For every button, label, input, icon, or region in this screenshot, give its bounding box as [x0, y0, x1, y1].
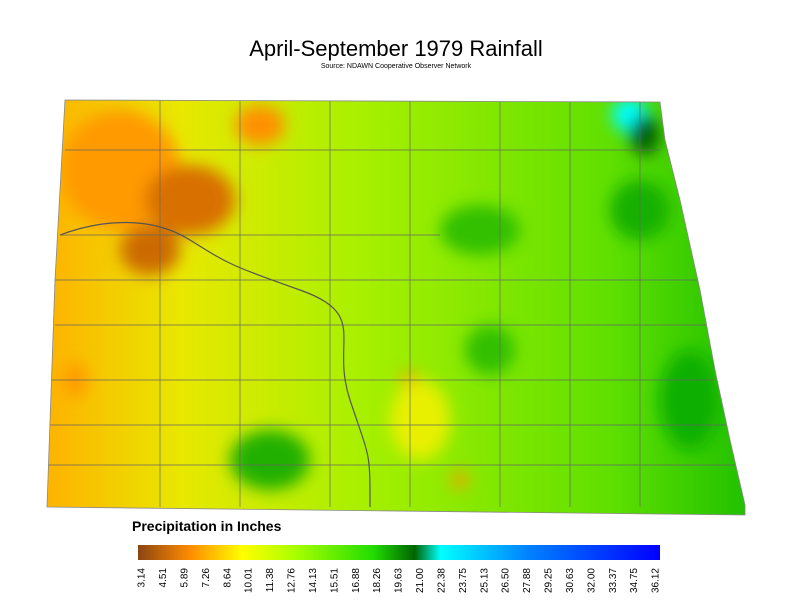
legend-tick-label: 8.64	[222, 568, 233, 588]
legend-tick-label: 25.13	[479, 568, 490, 593]
legend-tick-label: 19.63	[394, 568, 405, 593]
legend-tick-label: 18.26	[372, 568, 383, 593]
legend-tick-label: 3.14	[137, 568, 148, 588]
legend-tick-label: 27.88	[522, 568, 533, 593]
legend-tick-label: 32.00	[586, 568, 597, 593]
legend-tick-label: 16.88	[351, 568, 362, 593]
legend-tick-label: 36.12	[651, 568, 662, 593]
legend-tick-label: 34.75	[629, 568, 640, 593]
legend-tick-label: 22.38	[436, 568, 447, 593]
color-bar	[138, 545, 660, 560]
state-map	[47, 100, 745, 515]
legend-tick-label: 11.38	[265, 568, 276, 593]
legend-tick-label: 12.76	[287, 568, 298, 593]
state-border	[46, 99, 746, 516]
legend-tick-label: 29.25	[544, 568, 555, 593]
legend-tick-label: 23.75	[458, 568, 469, 593]
legend-tick-label: 14.13	[308, 568, 319, 593]
legend-tick-label: 10.01	[244, 568, 255, 593]
legend-tick-label: 15.51	[329, 568, 340, 593]
title: April-September 1979 Rainfall	[249, 36, 543, 61]
legend-tick-label: 21.00	[415, 568, 426, 593]
legend-ticks: 3.14 4.51 5.89 7.26 8.64 10.01 11.38 12.76 14.13…	[137, 568, 662, 593]
legend-tick-label: 7.26	[201, 568, 212, 588]
legend-tick-label: 26.50	[501, 568, 512, 593]
legend-tick-label: 30.63	[565, 568, 576, 593]
legend-title: Precipitation in Inches	[132, 518, 282, 534]
legend-tick-label: 33.37	[608, 568, 619, 593]
legend-tick-label: 5.89	[179, 568, 190, 588]
legend-tick-label: 4.51	[158, 568, 169, 588]
subtitle: Source: NDAWN Cooperative Observer Netwo…	[321, 63, 472, 70]
